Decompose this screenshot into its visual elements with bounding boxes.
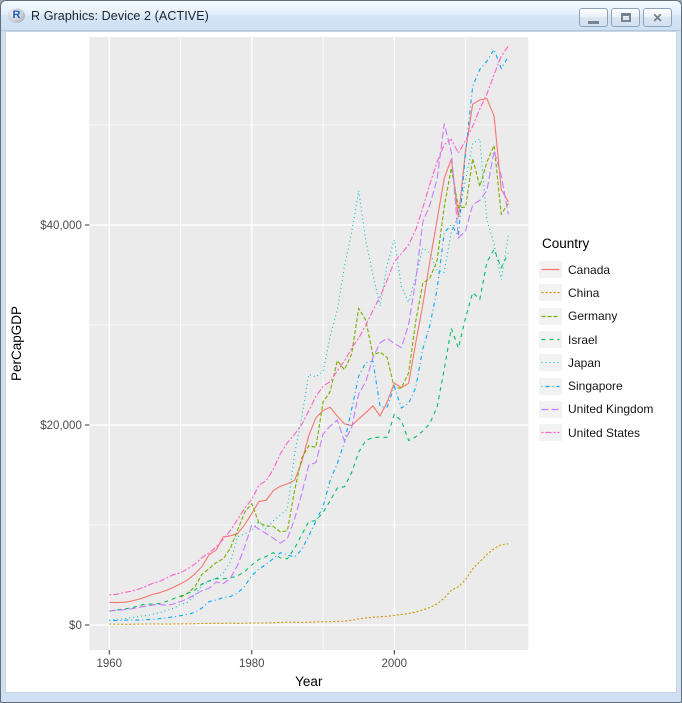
legend-key-line bbox=[541, 432, 560, 434]
y-axis-tick-label: $20,000 bbox=[40, 420, 82, 432]
legend-item-china: China bbox=[539, 281, 653, 304]
series-line-united-kingdom bbox=[109, 123, 509, 612]
plot-panel bbox=[89, 37, 529, 650]
x-axis-tick-label: 1960 bbox=[97, 658, 123, 670]
y-axis-tick-label: $40,000 bbox=[40, 220, 82, 232]
legend-key bbox=[539, 354, 562, 372]
legend-item-canada: Canada bbox=[539, 258, 653, 281]
x-axis-title: Year bbox=[295, 674, 323, 689]
legend-key bbox=[539, 284, 562, 302]
legend-key-line bbox=[541, 385, 560, 387]
legend-key-line bbox=[541, 315, 560, 317]
legend-key bbox=[539, 400, 562, 418]
legend-label: Japan bbox=[568, 355, 601, 370]
legend-item-japan: Japan bbox=[539, 351, 653, 374]
window-title: R Graphics: Device 2 (ACTIVE) bbox=[31, 8, 209, 23]
legend-key-line bbox=[541, 408, 560, 411]
legend-key bbox=[539, 331, 562, 349]
legend-key bbox=[539, 307, 562, 325]
legend: Country Canada China Germany Israel Japan Sin… bbox=[539, 236, 653, 444]
series-line-canada bbox=[109, 97, 509, 604]
legend-item-germany: Germany bbox=[539, 305, 653, 328]
legend-label: United States bbox=[568, 425, 641, 440]
legend-key-line bbox=[541, 269, 560, 271]
legend-label: United Kingdom bbox=[568, 402, 654, 417]
legend-item-united-kingdom: United Kingdom bbox=[539, 398, 653, 421]
plot-client-area: 1960 1980 2000 $0 $20,000 $40,000 Year PerCapGD… bbox=[5, 31, 677, 693]
legend-key bbox=[539, 377, 562, 395]
minimize-button[interactable] bbox=[579, 8, 608, 27]
legend-items: Canada China Germany Israel Japan Singapore Un… bbox=[539, 258, 653, 444]
x-axis-tick-label: 2000 bbox=[382, 658, 408, 670]
title-bar[interactable]: R R Graphics: Device 2 (ACTIVE) ✕ bbox=[1, 1, 681, 31]
legend-label: Canada bbox=[568, 262, 611, 277]
minimize-icon bbox=[588, 20, 599, 24]
legend-title: Country bbox=[542, 236, 590, 251]
legend-item-united-states: United States bbox=[539, 421, 653, 444]
restore-icon bbox=[620, 13, 631, 22]
close-button[interactable]: ✕ bbox=[643, 8, 672, 27]
series-line-china bbox=[109, 543, 509, 625]
series-line-united-states bbox=[109, 45, 509, 596]
plot-svg: 1960 1980 2000 $0 $20,000 $40,000 Year PerCapGD… bbox=[9, 37, 529, 689]
close-icon: ✕ bbox=[652, 10, 663, 25]
legend-label: Germany bbox=[568, 309, 618, 324]
r-logo-icon: R bbox=[8, 8, 25, 23]
legend-key-line bbox=[541, 292, 560, 294]
legend-key-line bbox=[541, 362, 560, 364]
series-line-japan bbox=[109, 138, 509, 621]
major-gridlines bbox=[89, 37, 529, 650]
axis-ticks bbox=[84, 224, 395, 655]
legend-key bbox=[539, 424, 562, 442]
minor-gridlines bbox=[89, 37, 529, 650]
series-line-singapore bbox=[109, 48, 509, 622]
window-controls: ✕ bbox=[579, 8, 672, 27]
legend-label: Singapore bbox=[568, 379, 623, 394]
y-axis-title: PerCapGDP bbox=[9, 306, 24, 381]
legend-item-singapore: Singapore bbox=[539, 374, 653, 397]
legend-key-line bbox=[541, 338, 560, 341]
legend-item-israel: Israel bbox=[539, 328, 653, 351]
x-axis-tick-label: 1980 bbox=[239, 658, 265, 670]
series-line-israel bbox=[109, 247, 509, 612]
legend-label: China bbox=[568, 285, 600, 300]
restore-button[interactable] bbox=[611, 8, 640, 27]
legend-key bbox=[539, 261, 562, 279]
y-axis-tick-label: $0 bbox=[69, 620, 82, 632]
legend-label: Israel bbox=[568, 332, 598, 347]
